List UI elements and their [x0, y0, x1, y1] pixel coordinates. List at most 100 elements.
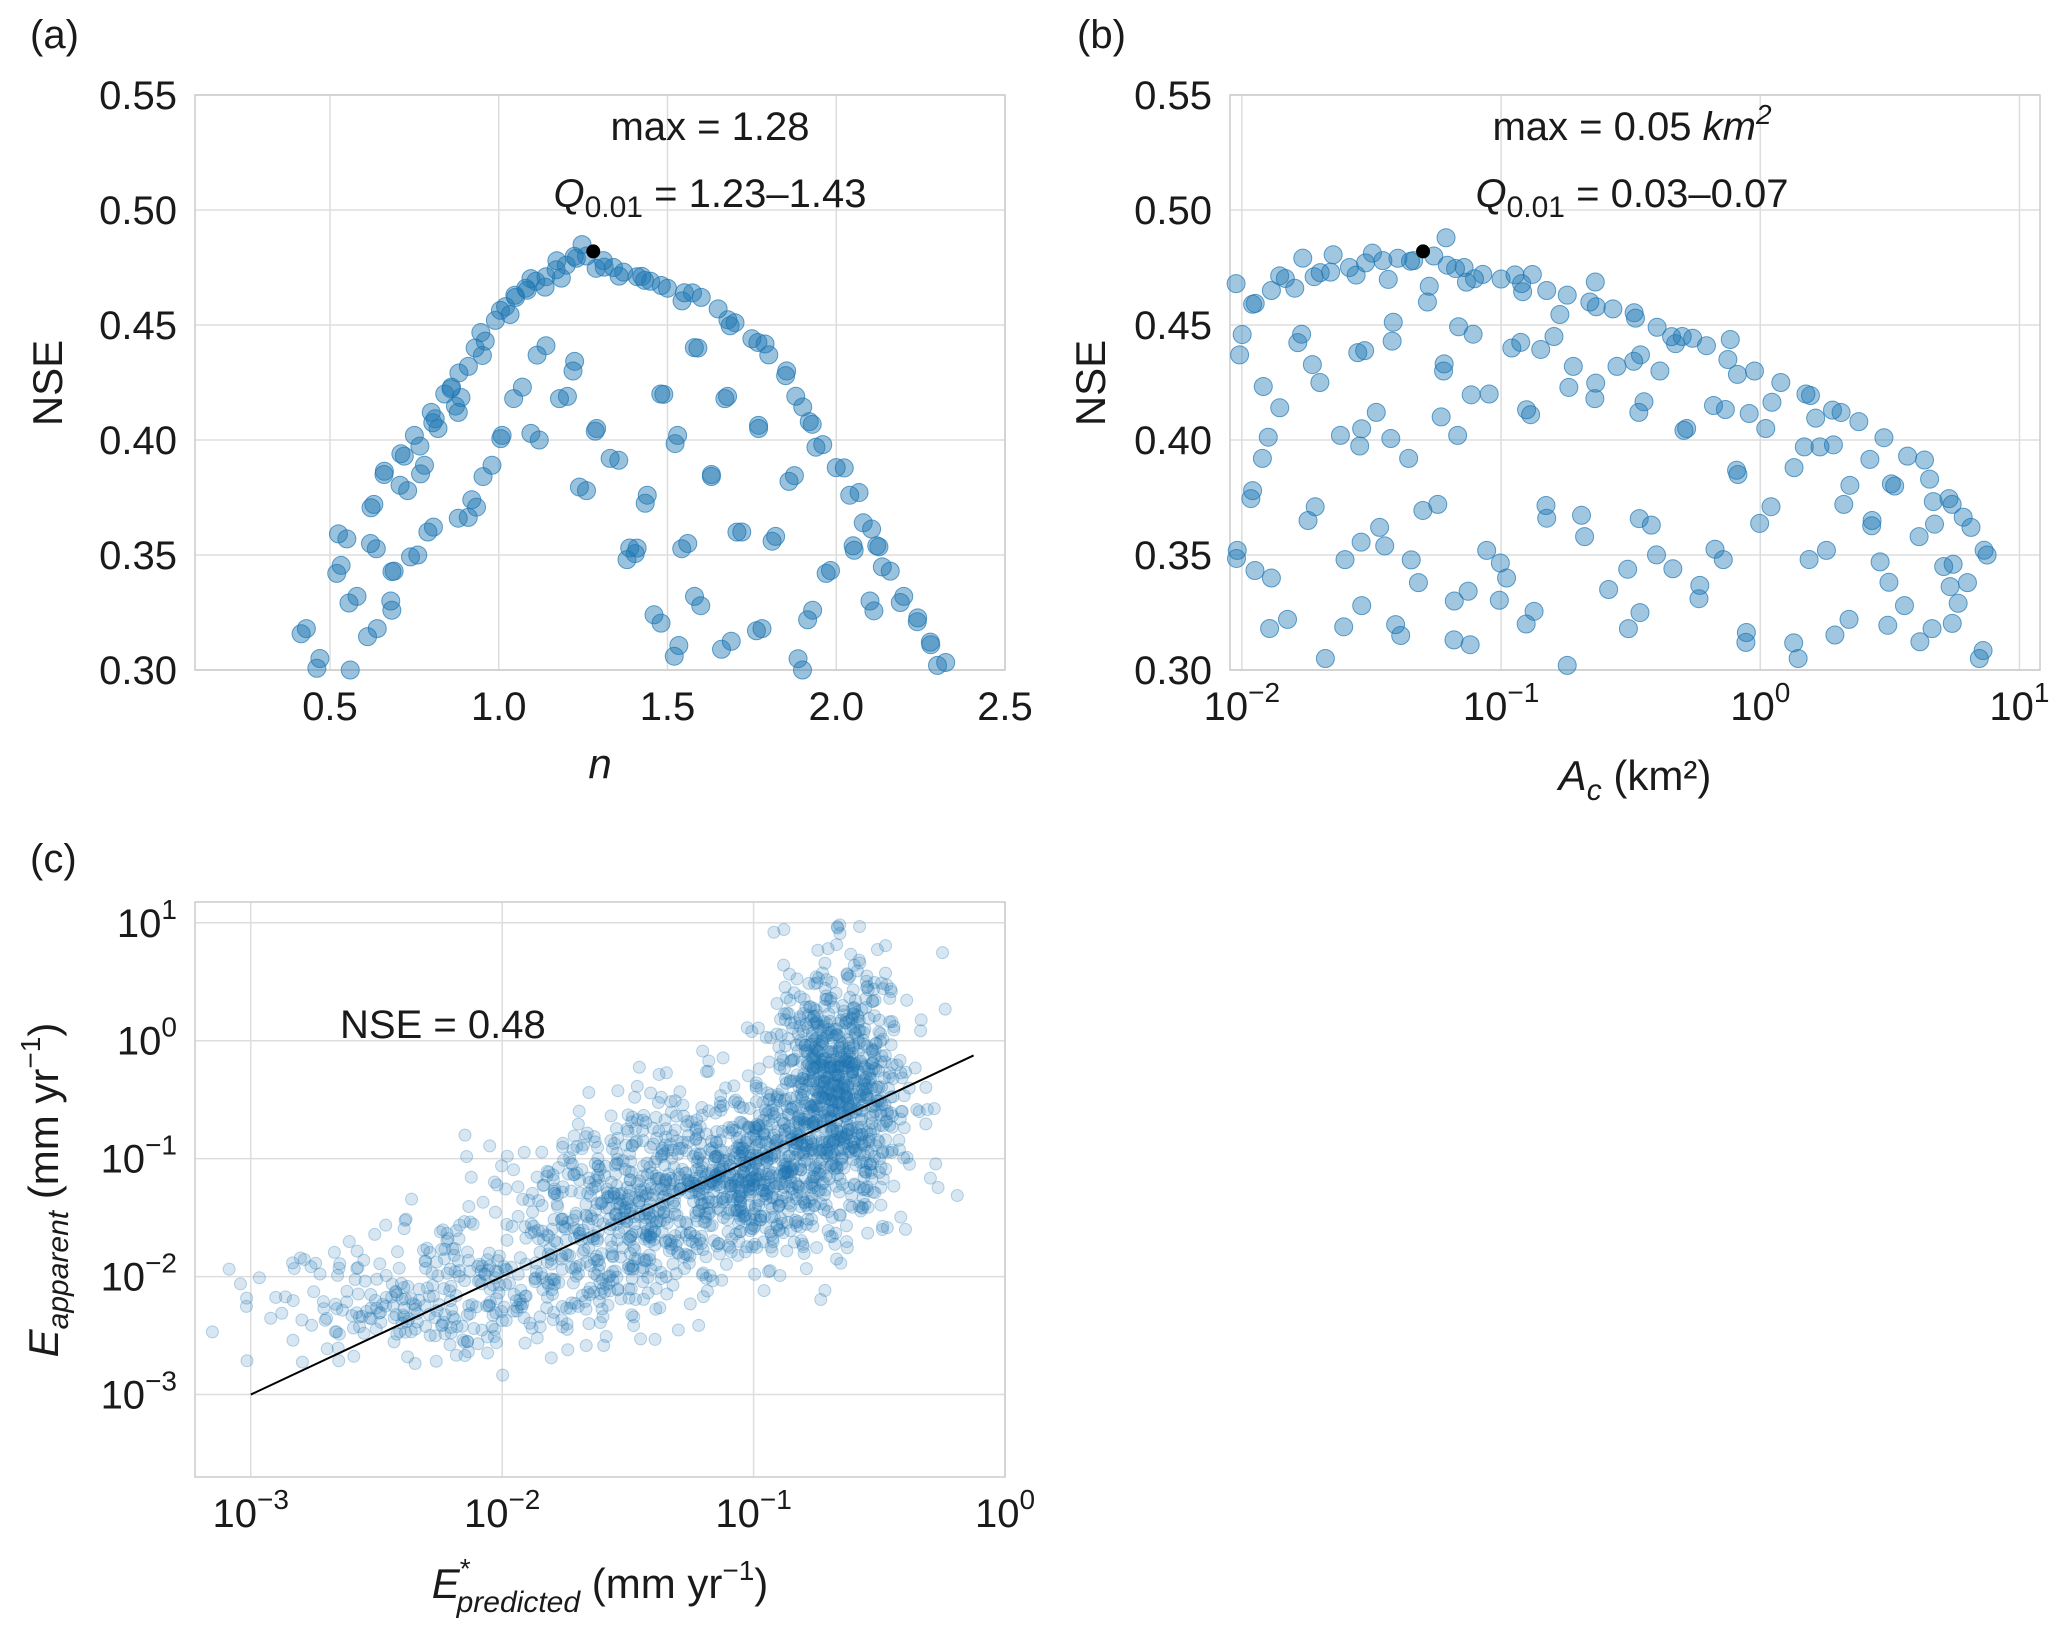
panel-b-point: [1352, 419, 1372, 439]
panel-c-point: [772, 1224, 786, 1238]
panel-c-point: [645, 1215, 659, 1229]
panel-c-point: [668, 1123, 682, 1137]
panel-c-point: [892, 1143, 906, 1157]
panel-c-point: [544, 1257, 558, 1271]
panel-c-point: [756, 1235, 770, 1249]
panel-b-point: [1245, 293, 1265, 313]
panel-c-point: [658, 1113, 672, 1127]
panel-c-point: [602, 1201, 616, 1215]
panel-c-point: [307, 1285, 321, 1299]
panel-c-point: [900, 993, 914, 1007]
panel-c-point: [714, 1103, 728, 1117]
panel-c-point: [834, 1133, 848, 1147]
panel-c-point: [765, 1191, 779, 1205]
panel-c-point: [305, 1318, 319, 1332]
panel-c-point: [360, 1304, 374, 1318]
panel-c-point: [648, 1224, 662, 1238]
panel-b-point: [1914, 450, 1934, 470]
panel-c-point: [706, 1195, 720, 1209]
panel-c-point: [357, 1253, 371, 1267]
panel-c-point: [449, 1224, 463, 1238]
panel-c-point: [644, 1230, 658, 1244]
panel-c-point: [696, 1156, 710, 1170]
panel-c-point: [275, 1306, 289, 1320]
panel-c-point: [430, 1255, 444, 1269]
panel-c-point: [551, 1161, 565, 1175]
panel-a-point: [908, 608, 928, 628]
panel-b-point: [1513, 282, 1533, 302]
panel-c-point: [745, 1221, 759, 1235]
panel-a-point: [766, 526, 786, 546]
panel-c-point: [637, 1252, 651, 1266]
panel-a: (a) 0.5 1.0 1.5 2.0 2.5 0.30 0.35 0.40 0.45 0.50 0…: [24, 13, 1033, 787]
panel-c-point: [908, 1061, 922, 1075]
panel-c-point: [286, 1333, 300, 1347]
panel-c-point: [483, 1139, 497, 1153]
panel-c-point: [571, 1299, 585, 1313]
panel-c-point: [683, 1226, 697, 1240]
panel-c-point: [671, 1246, 685, 1260]
panel-c-point: [643, 1177, 657, 1191]
panel-b-point: [1537, 281, 1557, 300]
panel-c-point: [717, 1191, 731, 1205]
panel-c-point: [830, 938, 844, 952]
panel-c-point: [630, 1177, 644, 1191]
panel-c-point: [636, 1264, 650, 1278]
panel-c-point: [536, 1224, 550, 1238]
panel-c-point: [639, 1228, 653, 1242]
panel-c-point: [674, 1225, 688, 1239]
panel-c-point: [658, 1138, 672, 1152]
panel-c-point: [548, 1234, 562, 1248]
panel-c-point: [522, 1193, 536, 1207]
panel-c-point: [511, 1180, 525, 1194]
panel-c-point: [758, 1209, 772, 1223]
panel-c-point: [771, 1087, 785, 1101]
panel-c-point: [799, 1262, 813, 1276]
panel-c-point: [721, 1225, 735, 1239]
panel-c-point: [625, 1201, 639, 1215]
panel-c-point: [696, 1044, 710, 1058]
panel-c-point: [556, 1140, 570, 1154]
panel-c-point: [422, 1290, 436, 1304]
panel-c-point: [643, 1253, 657, 1267]
panel-c-point: [914, 1013, 928, 1027]
panel-c-point: [495, 1159, 509, 1173]
panel-a-point: [361, 534, 380, 553]
panel-c-point: [528, 1271, 542, 1285]
panel-c-point: [879, 1162, 893, 1176]
panel-c-point: [481, 1346, 495, 1360]
panel-b-point: [1925, 514, 1945, 534]
panel-b-point: [1346, 265, 1366, 285]
panel-c-point: [693, 1147, 707, 1161]
panel-c-point: [825, 1103, 839, 1117]
panel-c-point: [632, 1196, 646, 1210]
panel-a-point: [425, 409, 445, 429]
panel-c-point: [489, 1336, 503, 1350]
panel-c-point: [463, 1264, 477, 1278]
panel-c-point: [397, 1301, 411, 1315]
panel-b-annot-quantile: Q0.01 = 0.03–0.07: [1475, 172, 1788, 224]
panel-a-point: [701, 467, 721, 487]
panel-c-point: [610, 1207, 624, 1221]
panel-c-point: [692, 1187, 706, 1201]
panel-c-point: [624, 1165, 638, 1179]
panel-c-point: [735, 1175, 749, 1189]
panel-c-point: [810, 1241, 824, 1255]
panel-c-point: [649, 1169, 663, 1183]
panel-a-point: [651, 275, 671, 295]
panel-b-point: [1362, 243, 1382, 263]
panel-a-point: [458, 507, 478, 527]
panel-c-point: [663, 1137, 677, 1151]
panel-c-point: [623, 1230, 637, 1244]
panel-c-point: [612, 1226, 626, 1240]
panel-c-point: [541, 1278, 555, 1292]
panel-c-point: [653, 1214, 667, 1228]
panel-c-point: [699, 1271, 713, 1285]
panel-c-point: [683, 1226, 697, 1240]
panel-c-point: [645, 1181, 659, 1195]
panel-b-point: [1934, 557, 1954, 576]
panel-b-point: [1502, 338, 1522, 358]
panel-b-point: [1557, 655, 1577, 675]
panel-c-point: [632, 1060, 646, 1074]
panel-c-point: [350, 1244, 364, 1258]
